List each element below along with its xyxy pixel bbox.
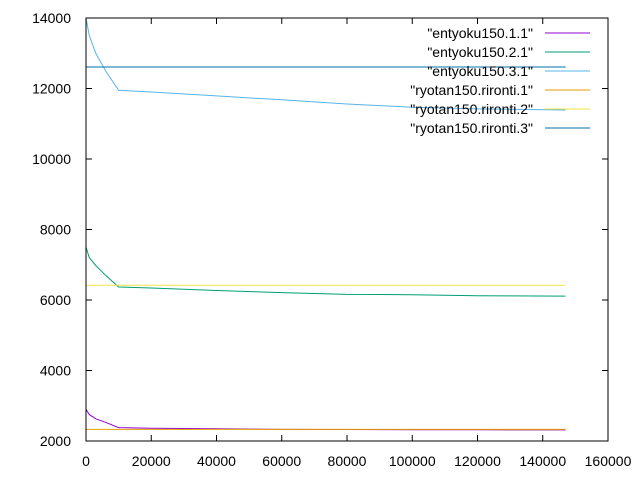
y-tick-label: 4000 [40,363,71,379]
y-tick-label: 10000 [32,151,71,167]
y-tick-label: 6000 [40,292,71,308]
y-tick-label: 12000 [32,81,71,97]
axis-ticks: 0 20000 40000 60000 80000 100000 120000 140000 1… [32,10,632,469]
legend-label: "entyoku150.1.1" [427,25,533,41]
x-tick-label: 40000 [197,453,236,469]
y-tick-label: 2000 [40,433,71,449]
series-line [85,246,566,297]
x-tick-label: 100000 [389,453,436,469]
series-line [85,409,566,431]
legend-label: "ryotan150.rironti.3" [410,120,533,136]
x-tick-label: 160000 [585,453,632,469]
x-tick-label: 60000 [262,453,301,469]
series-lines [85,17,566,431]
legend-label: "entyoku150.2.1" [427,44,533,60]
x-tick-label: 80000 [328,453,367,469]
legend-label: "ryotan150.rironti.2" [410,101,533,117]
series-line [85,17,566,111]
y-tick-label: 8000 [40,222,71,238]
x-tick-label: 0 [82,453,90,469]
x-tick-label: 20000 [132,453,171,469]
y-tick-label: 14000 [32,10,71,26]
x-tick-label: 120000 [454,453,501,469]
x-tick-label: 140000 [519,453,566,469]
legend-label: "entyoku150.3.1" [427,63,533,79]
legend-label: "ryotan150.rironti.1" [410,82,533,98]
legend: "entyoku150.1.1" "entyoku150.2.1" "entyoku… [410,25,590,136]
